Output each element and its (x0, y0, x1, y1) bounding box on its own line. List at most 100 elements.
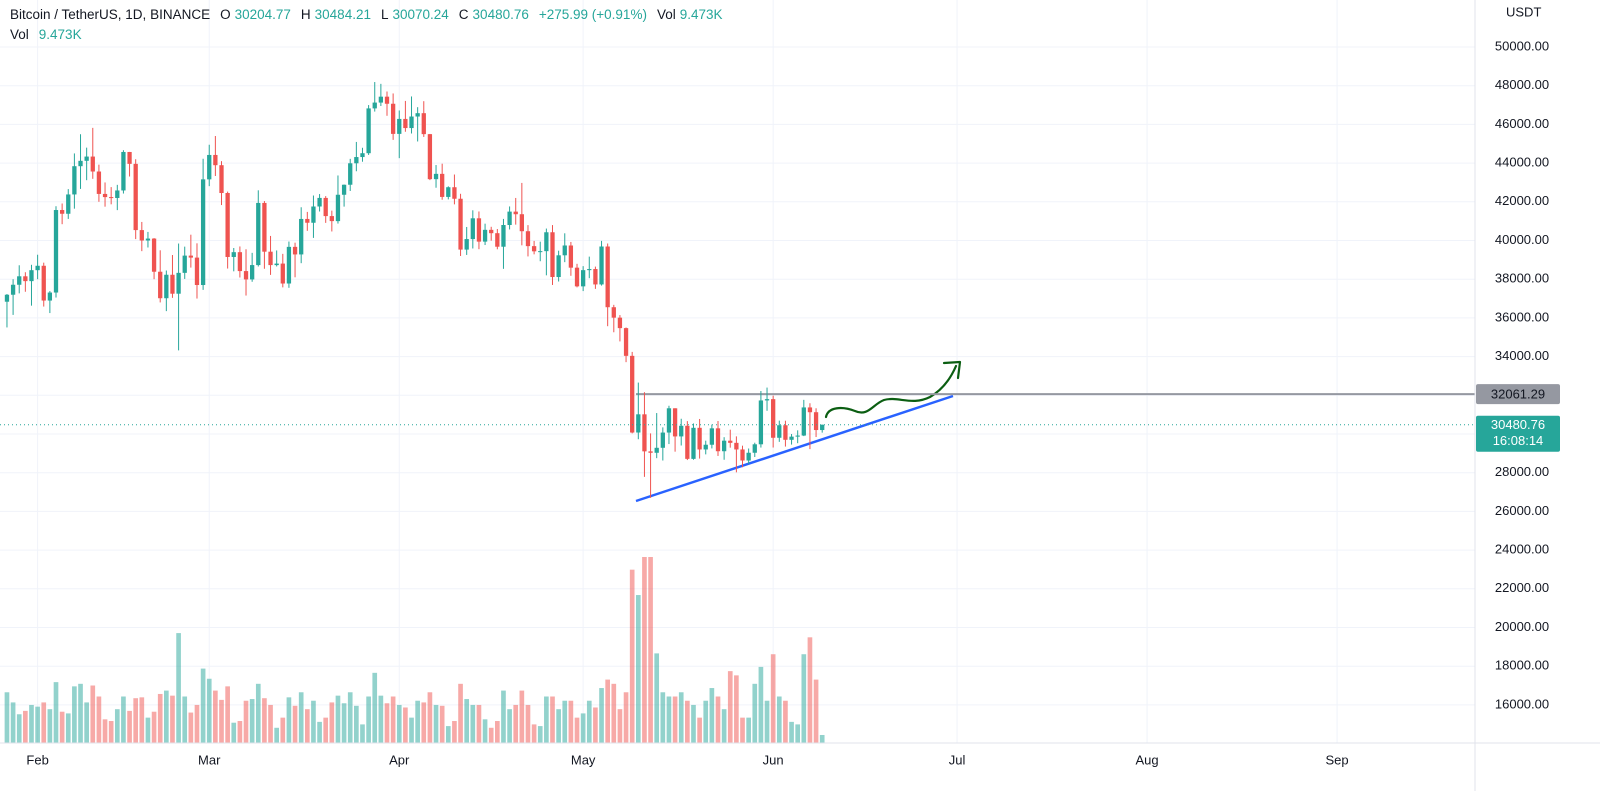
candle-body (286, 246, 292, 284)
volume-bar (599, 688, 604, 743)
candle-body (685, 425, 690, 459)
candle-body (390, 103, 396, 134)
candle-body (525, 231, 531, 247)
candle-body (623, 328, 629, 356)
level-price-box (1476, 384, 1560, 405)
volume-bar (691, 704, 696, 743)
candle-body (440, 173, 445, 197)
vol-label: Vol (10, 27, 29, 42)
candle-body (795, 435, 800, 437)
symbol: Bitcoin / TetherUS, 1D, BINANCE (10, 7, 211, 22)
volume-bar (519, 690, 525, 743)
volume-bar (813, 679, 819, 743)
candle-body (740, 449, 745, 461)
volume-bar (629, 569, 635, 743)
volume-bar (415, 700, 420, 743)
volume-bar (783, 700, 788, 743)
candle-body (133, 163, 138, 231)
candle-body (562, 245, 567, 256)
candle-body (366, 108, 371, 154)
candle-body (433, 173, 439, 180)
candle-body (550, 232, 555, 278)
volume-bar (740, 717, 745, 743)
candle-body (519, 214, 524, 232)
forecast-arrowhead (942, 360, 962, 380)
candle-body (697, 427, 702, 450)
volume-bar (488, 727, 494, 743)
volume-bar (495, 721, 500, 743)
volume-bar (41, 702, 47, 743)
candle-body (194, 257, 200, 286)
candle-body (372, 102, 377, 109)
y-tick-label: 18000.00 (1495, 658, 1549, 673)
volume-bar (72, 686, 77, 743)
x-tick-label: May (571, 752, 596, 767)
y-tick-label: 20000.00 (1495, 619, 1549, 634)
candle-body (587, 269, 592, 271)
volume-bar (593, 707, 598, 743)
candle-body (709, 428, 715, 445)
vol-value: 9.473K (679, 7, 723, 22)
candle-body (513, 211, 518, 215)
time-axis-pane (0, 743, 1475, 791)
candle-body (531, 246, 537, 252)
volume-bar (666, 696, 672, 743)
candle-body (231, 252, 236, 257)
vol-value: 9.473K (38, 27, 82, 42)
volume-bar (262, 698, 267, 743)
candle-body (341, 184, 347, 195)
volume-bar (660, 692, 666, 743)
candle-body (243, 271, 249, 280)
volume-bar (249, 699, 255, 743)
candle-body (446, 187, 451, 197)
volume-bar (29, 704, 34, 743)
candle-body (250, 265, 255, 280)
volume-bar (65, 713, 71, 743)
open-label: O (220, 7, 231, 22)
volume-bar (23, 710, 28, 743)
volume-bar (59, 711, 65, 743)
volume-bar (433, 704, 439, 743)
candle-body (176, 272, 181, 294)
candle-body (501, 225, 506, 247)
y-tick-label: 36000.00 (1495, 309, 1549, 324)
volume-bar (151, 711, 157, 743)
candle-body (311, 206, 316, 223)
volume-bar (513, 704, 519, 743)
volume-bar (78, 683, 83, 743)
volume-bar (703, 700, 709, 743)
candle-body (605, 246, 610, 308)
volume-bar (403, 707, 408, 743)
volume-bar (439, 705, 445, 743)
candle-body (17, 276, 22, 285)
volume-bar (102, 719, 108, 743)
x-tick-label: Feb (26, 752, 48, 767)
candle-body (219, 165, 224, 194)
volume-bar (715, 696, 721, 743)
trend-line (635, 394, 954, 503)
volume-bar (243, 700, 249, 743)
candle-body (213, 154, 218, 166)
volume-bar (53, 682, 59, 743)
candle-body (777, 425, 782, 438)
y-tick-label: 22000.00 (1495, 580, 1549, 595)
volume-bar (789, 721, 794, 743)
candle-body (617, 317, 623, 329)
candle-body (789, 436, 794, 440)
candle-body (654, 447, 659, 453)
y-tick-label: 26000.00 (1495, 503, 1549, 518)
candle-body (599, 246, 604, 285)
candle-body (672, 408, 678, 437)
candle-body (78, 160, 83, 167)
candle-body (66, 194, 71, 214)
volume-bar (157, 693, 163, 743)
volume-bar (752, 683, 758, 743)
candle-body (29, 270, 34, 282)
candle-body (691, 427, 696, 459)
change-value: +275.99 (+0.91%) (538, 7, 647, 22)
candle-body (280, 263, 285, 284)
candle-body (489, 229, 494, 234)
candle-body (507, 211, 512, 226)
candle-body (415, 113, 420, 117)
